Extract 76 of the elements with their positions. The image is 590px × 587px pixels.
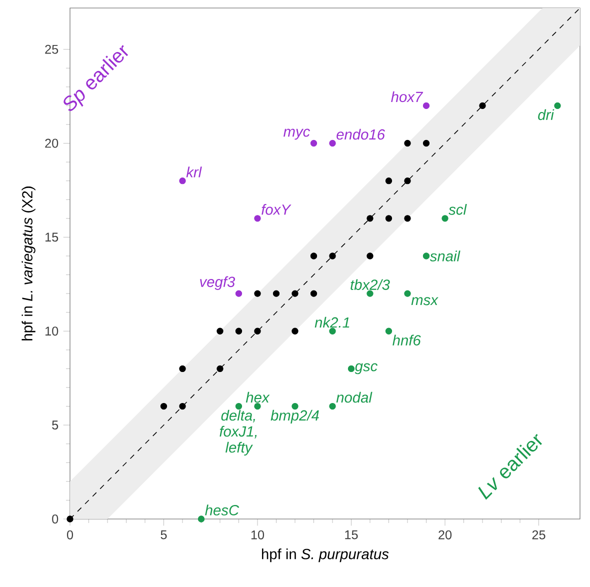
point: [66, 516, 74, 522]
point: [310, 252, 318, 260]
point: [272, 290, 280, 297]
data-label: tbx2/3: [350, 279, 390, 290]
point: [329, 328, 336, 334]
y-tick-label: 20: [45, 138, 58, 148]
point: [254, 402, 261, 410]
point: [179, 402, 186, 410]
data-label: bmp2/4: [270, 410, 319, 424]
point: [292, 402, 298, 410]
point: [160, 402, 168, 410]
point: [329, 140, 336, 147]
data-label: foxY: [262, 204, 292, 215]
x-tick-label: 10: [251, 530, 264, 540]
point: [404, 215, 411, 222]
point: [366, 290, 374, 297]
data-label: myc: [284, 128, 310, 140]
point: [366, 215, 374, 222]
y-tick-label: 15: [45, 232, 58, 242]
point: [292, 328, 298, 334]
point: [254, 290, 261, 297]
data-label: snail: [430, 250, 460, 262]
data-label: scl: [448, 204, 467, 215]
point: [404, 290, 411, 297]
point: [366, 252, 374, 260]
point: [422, 140, 430, 147]
x-tick-label: 15: [345, 530, 358, 540]
point: [179, 178, 186, 184]
data-label: endo16: [336, 128, 386, 140]
point: [385, 328, 392, 334]
point: [385, 178, 392, 184]
data-label: hnf6: [392, 334, 421, 346]
point: [235, 328, 242, 334]
point: [422, 102, 430, 110]
y-tick-label: 10: [45, 326, 58, 336]
data-label: hox7: [391, 91, 424, 102]
point: [329, 252, 336, 260]
point: [235, 402, 242, 410]
data-label: krl: [186, 166, 202, 178]
point: [404, 178, 411, 184]
point: [310, 290, 318, 297]
y-tick-label: 5: [52, 420, 58, 430]
data-label: dri: [538, 109, 554, 120]
x-tick-label: 20: [438, 530, 452, 540]
data-label: msx: [411, 297, 438, 306]
point: [422, 252, 430, 260]
point: [254, 328, 261, 334]
data-label: nk2.1: [314, 316, 350, 328]
point: [216, 365, 224, 372]
data-label: delta, foxJ1, lefty: [220, 410, 257, 456]
y-tick-label: 25: [45, 44, 58, 54]
point: [479, 102, 486, 110]
point: [310, 140, 318, 147]
x-axis-title: hpf in S. purpuratus: [262, 548, 389, 562]
point: [198, 516, 205, 522]
point: [254, 215, 261, 222]
x-tick-label: 25: [532, 530, 546, 540]
point: [235, 290, 242, 297]
point: [442, 215, 448, 222]
point: [554, 102, 561, 110]
data-label: hesC: [205, 504, 240, 516]
x-tick-label: 0: [66, 530, 74, 540]
x-tick-label: 5: [160, 530, 167, 540]
point: [385, 215, 392, 222]
point: [348, 365, 355, 372]
data-label: nodal: [336, 392, 372, 403]
y-tick-label: 0: [52, 514, 58, 524]
y-axis-title: hpf in L. variegatus (X2): [22, 186, 36, 340]
data-label: vegf3: [200, 276, 236, 290]
point: [292, 290, 298, 297]
data-label: gsc: [354, 363, 378, 374]
point: [404, 140, 411, 147]
point: [179, 365, 186, 372]
data-label: hex: [246, 392, 270, 403]
point: [216, 328, 224, 334]
point: [329, 402, 336, 410]
